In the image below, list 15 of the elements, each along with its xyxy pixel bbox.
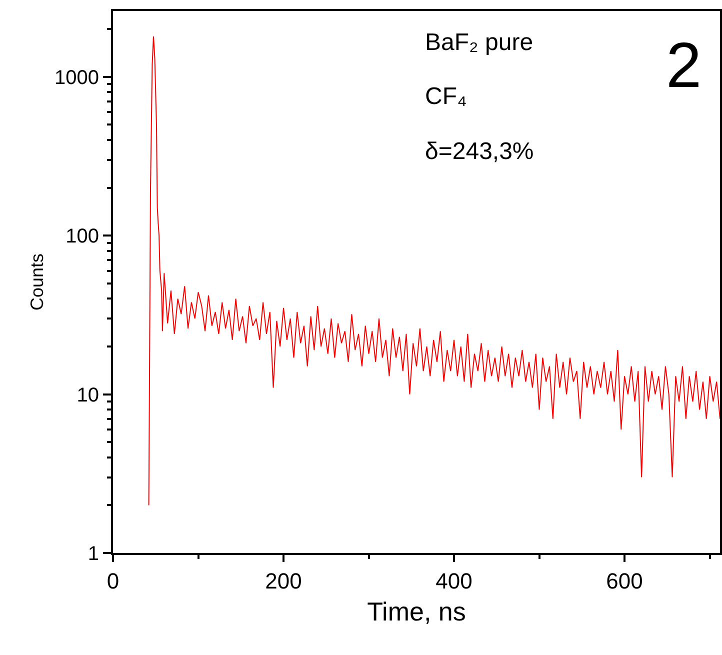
y-tick-label: 1 xyxy=(88,543,99,565)
x-tick-label: 400 xyxy=(436,568,472,594)
y-tick-label: 100 xyxy=(66,226,99,248)
y-tick-label: 10 xyxy=(76,384,99,406)
y-axis-title: Counts xyxy=(27,253,48,311)
y-tick-label: 1000 xyxy=(54,66,99,89)
annotation: δ=243,3% xyxy=(425,138,534,165)
x-tick-label: 0 xyxy=(106,568,120,594)
x-axis-title: Time, ns xyxy=(367,596,466,627)
annotation: CF₄ xyxy=(425,83,467,110)
x-tick-label: 600 xyxy=(606,568,643,594)
line-series xyxy=(148,36,720,506)
x-tick-label: 200 xyxy=(265,568,302,594)
annotation: BaF₂ pure xyxy=(425,29,534,56)
annotation: 2 xyxy=(666,29,702,101)
